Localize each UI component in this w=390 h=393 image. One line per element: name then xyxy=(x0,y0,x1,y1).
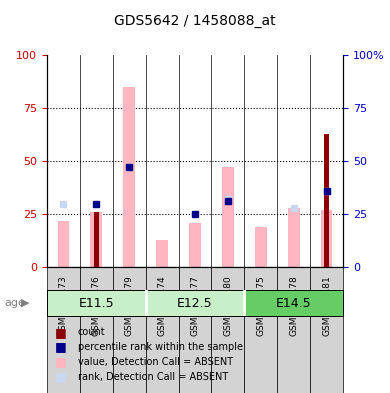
FancyBboxPatch shape xyxy=(310,268,343,393)
Text: ■: ■ xyxy=(55,340,66,354)
FancyBboxPatch shape xyxy=(277,268,310,393)
Bar xyxy=(94,212,99,267)
Bar xyxy=(156,240,168,267)
Bar xyxy=(90,212,102,267)
Bar xyxy=(189,223,201,267)
Text: E11.5: E11.5 xyxy=(78,296,114,310)
Text: rank, Detection Call = ABSENT: rank, Detection Call = ABSENT xyxy=(78,372,228,382)
Text: ■: ■ xyxy=(55,370,66,384)
Bar xyxy=(57,220,69,267)
Bar xyxy=(245,290,343,316)
FancyBboxPatch shape xyxy=(179,268,211,393)
Text: E14.5: E14.5 xyxy=(276,296,312,310)
Bar xyxy=(222,167,234,267)
FancyBboxPatch shape xyxy=(211,268,245,393)
Bar xyxy=(123,87,135,267)
Text: value, Detection Call = ABSENT: value, Detection Call = ABSENT xyxy=(78,357,233,367)
FancyBboxPatch shape xyxy=(80,268,113,393)
Text: E12.5: E12.5 xyxy=(177,296,213,310)
Text: age: age xyxy=(4,298,25,308)
Text: ▶: ▶ xyxy=(21,298,30,308)
Text: GDS5642 / 1458088_at: GDS5642 / 1458088_at xyxy=(114,14,276,28)
Bar xyxy=(324,134,329,267)
FancyBboxPatch shape xyxy=(113,268,145,393)
Text: ■: ■ xyxy=(55,355,66,369)
FancyBboxPatch shape xyxy=(245,268,277,393)
Bar xyxy=(47,290,145,316)
Text: count: count xyxy=(78,327,106,337)
FancyBboxPatch shape xyxy=(145,268,179,393)
FancyBboxPatch shape xyxy=(47,268,80,393)
Bar xyxy=(321,210,333,267)
Text: ■: ■ xyxy=(55,325,66,339)
Bar xyxy=(288,208,300,267)
Bar xyxy=(145,290,245,316)
Bar xyxy=(255,227,267,267)
Text: percentile rank within the sample: percentile rank within the sample xyxy=(78,342,243,352)
